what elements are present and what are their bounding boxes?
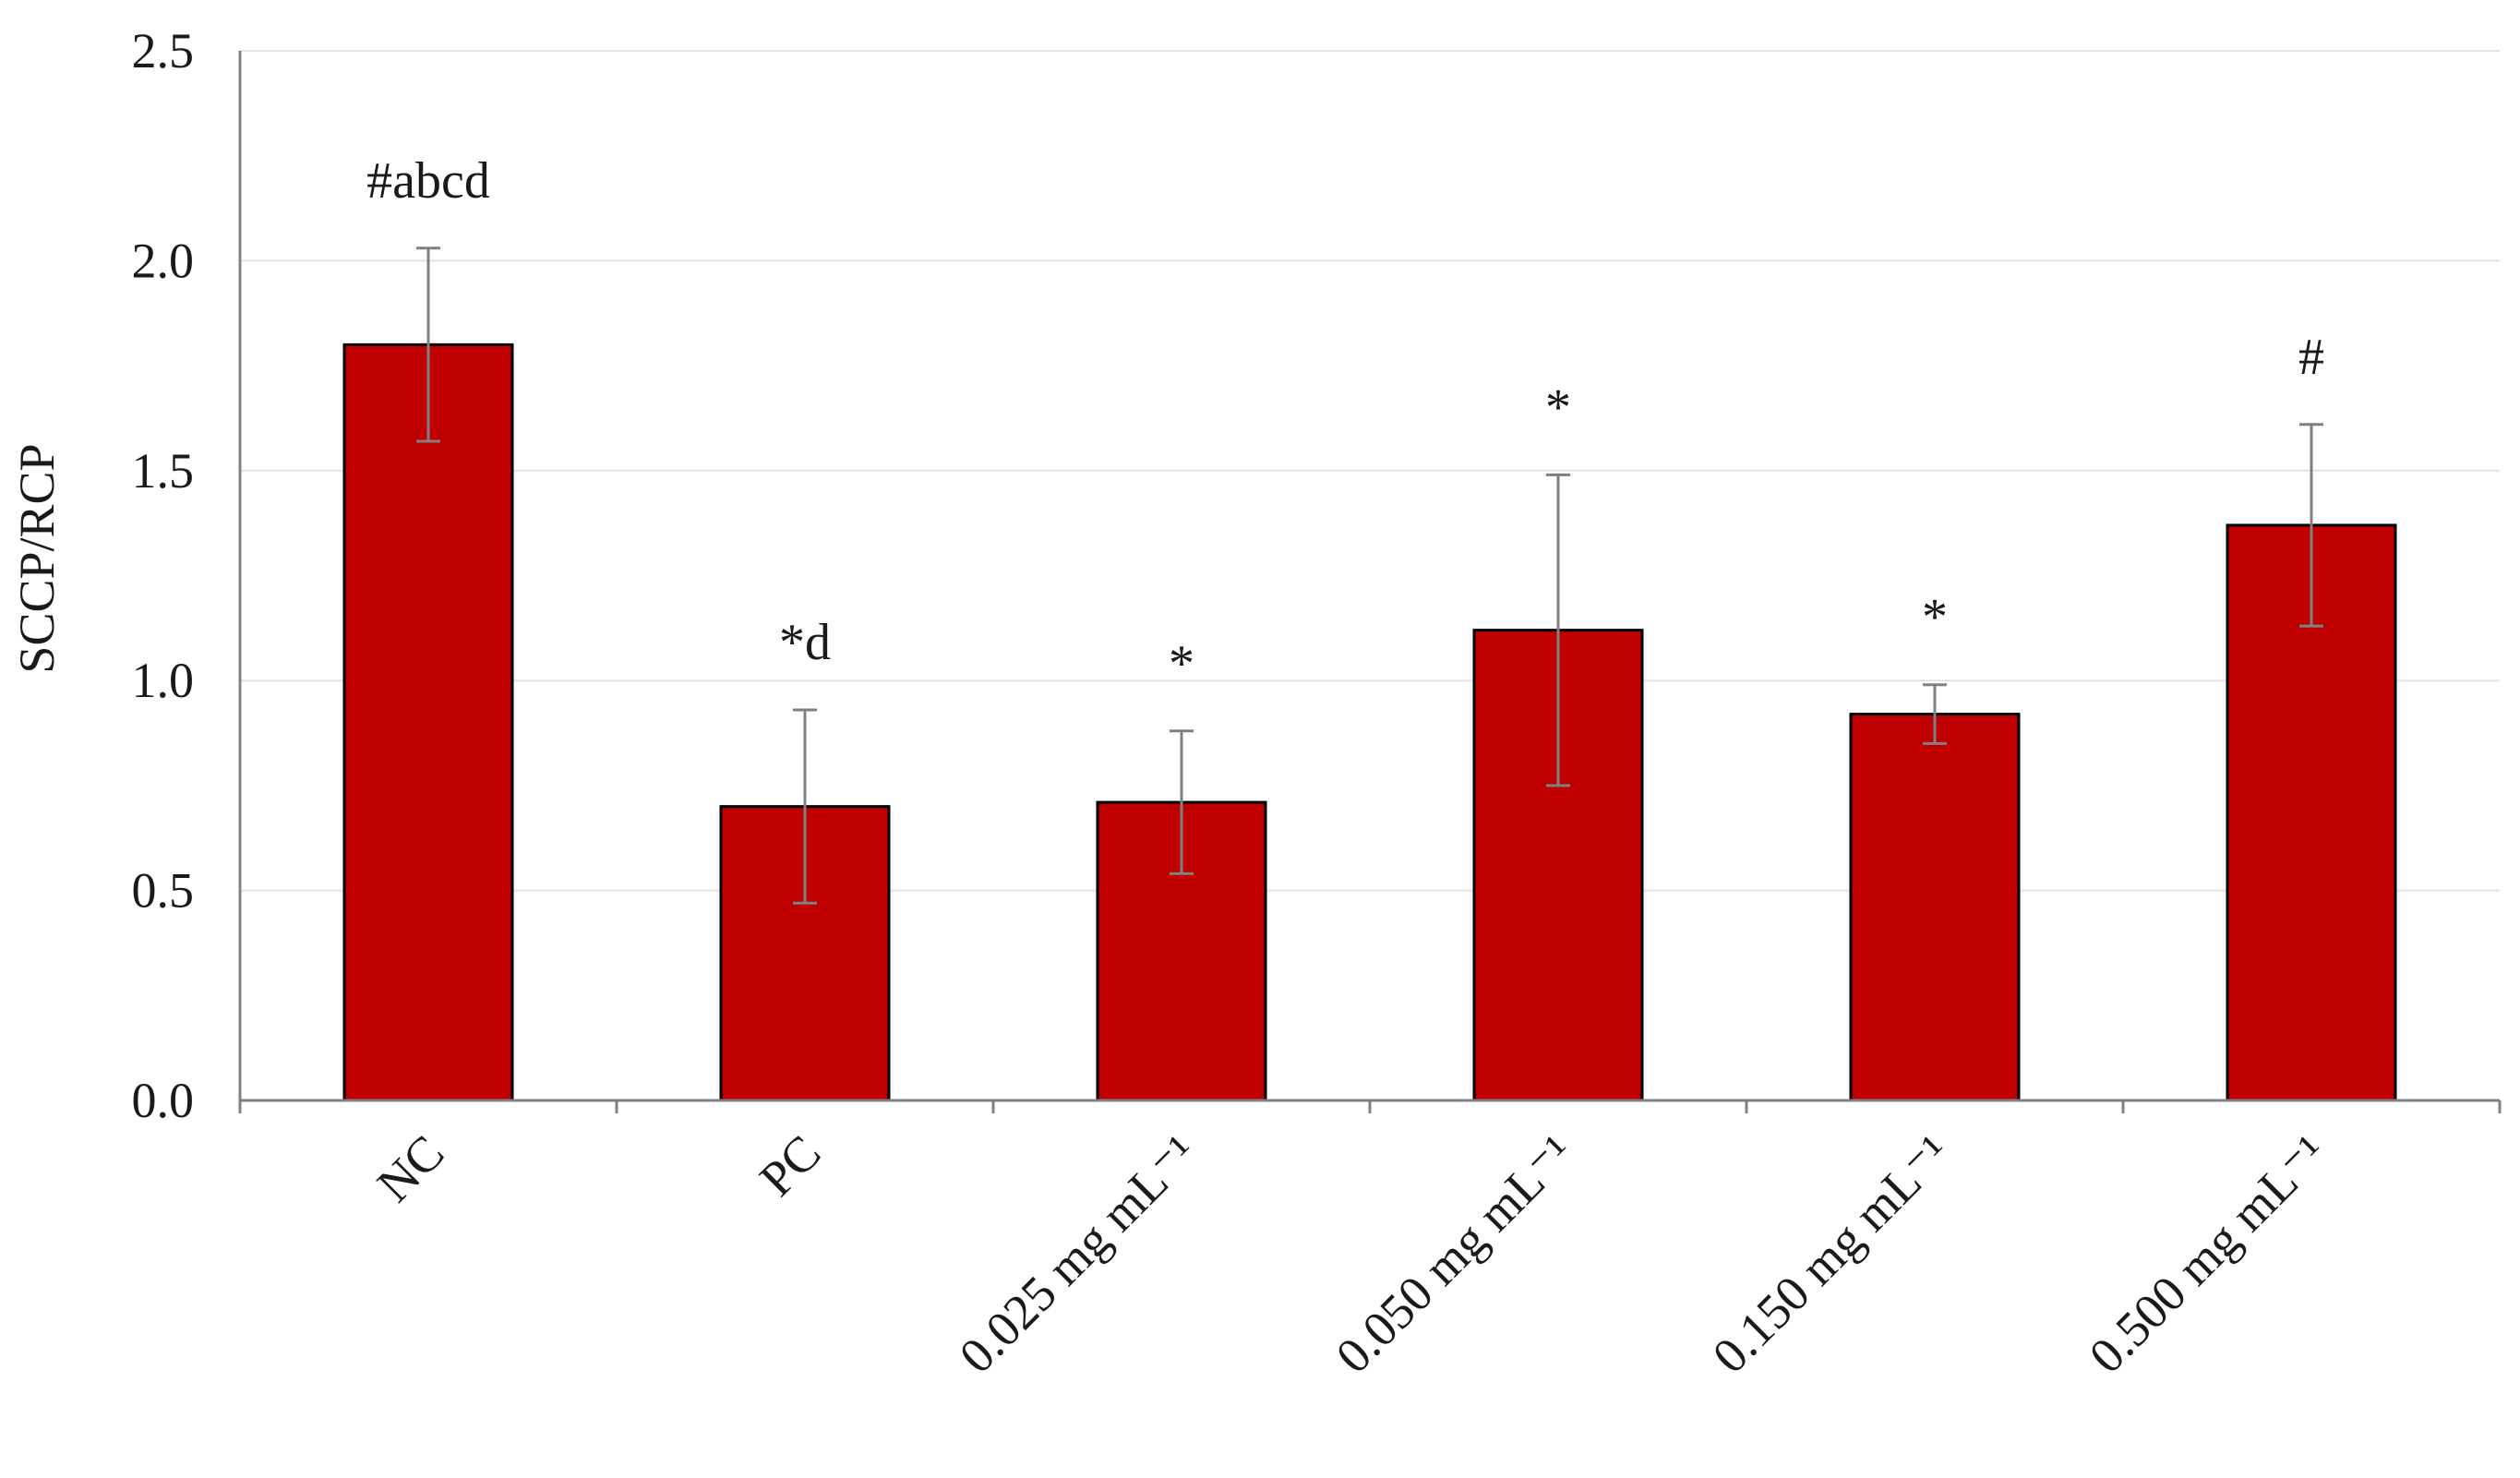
significance-label: #: [2298, 329, 2324, 386]
y-tick-label: 0.5: [132, 863, 195, 919]
y-axis-title: SCCP/RCP: [9, 443, 65, 673]
error-bars: [416, 246, 2323, 905]
y-tick-label: 1.0: [132, 653, 195, 708]
significance-label: *: [1922, 589, 1948, 646]
significance-label: *: [1545, 379, 1571, 436]
y-tick-label: 2.5: [132, 23, 195, 78]
x-tick-label: 0.050 mg mL⁻¹: [1326, 1124, 1585, 1384]
axes: [238, 51, 2502, 1113]
y-tick-label: 0.0: [132, 1073, 195, 1128]
x-tick-label: PC: [749, 1124, 831, 1207]
significance-label: *d: [779, 614, 831, 671]
significance-label: #abcd: [366, 152, 490, 210]
x-tick-label: 0.150 mg mL⁻¹: [1702, 1124, 1962, 1384]
x-tick-label: 0.025 mg mL⁻¹: [949, 1124, 1208, 1384]
y-tick-label: 1.5: [132, 443, 195, 499]
bar: [342, 342, 514, 1102]
x-tick-label: 0.500 mg mL⁻¹: [2079, 1124, 2338, 1384]
significance-label: *: [1169, 635, 1194, 692]
x-tick-label: NC: [366, 1124, 454, 1212]
bar: [1849, 713, 2021, 1102]
grid-lines: [240, 50, 2500, 892]
y-tick-label: 2.0: [132, 233, 195, 288]
bars: [342, 342, 2397, 1102]
